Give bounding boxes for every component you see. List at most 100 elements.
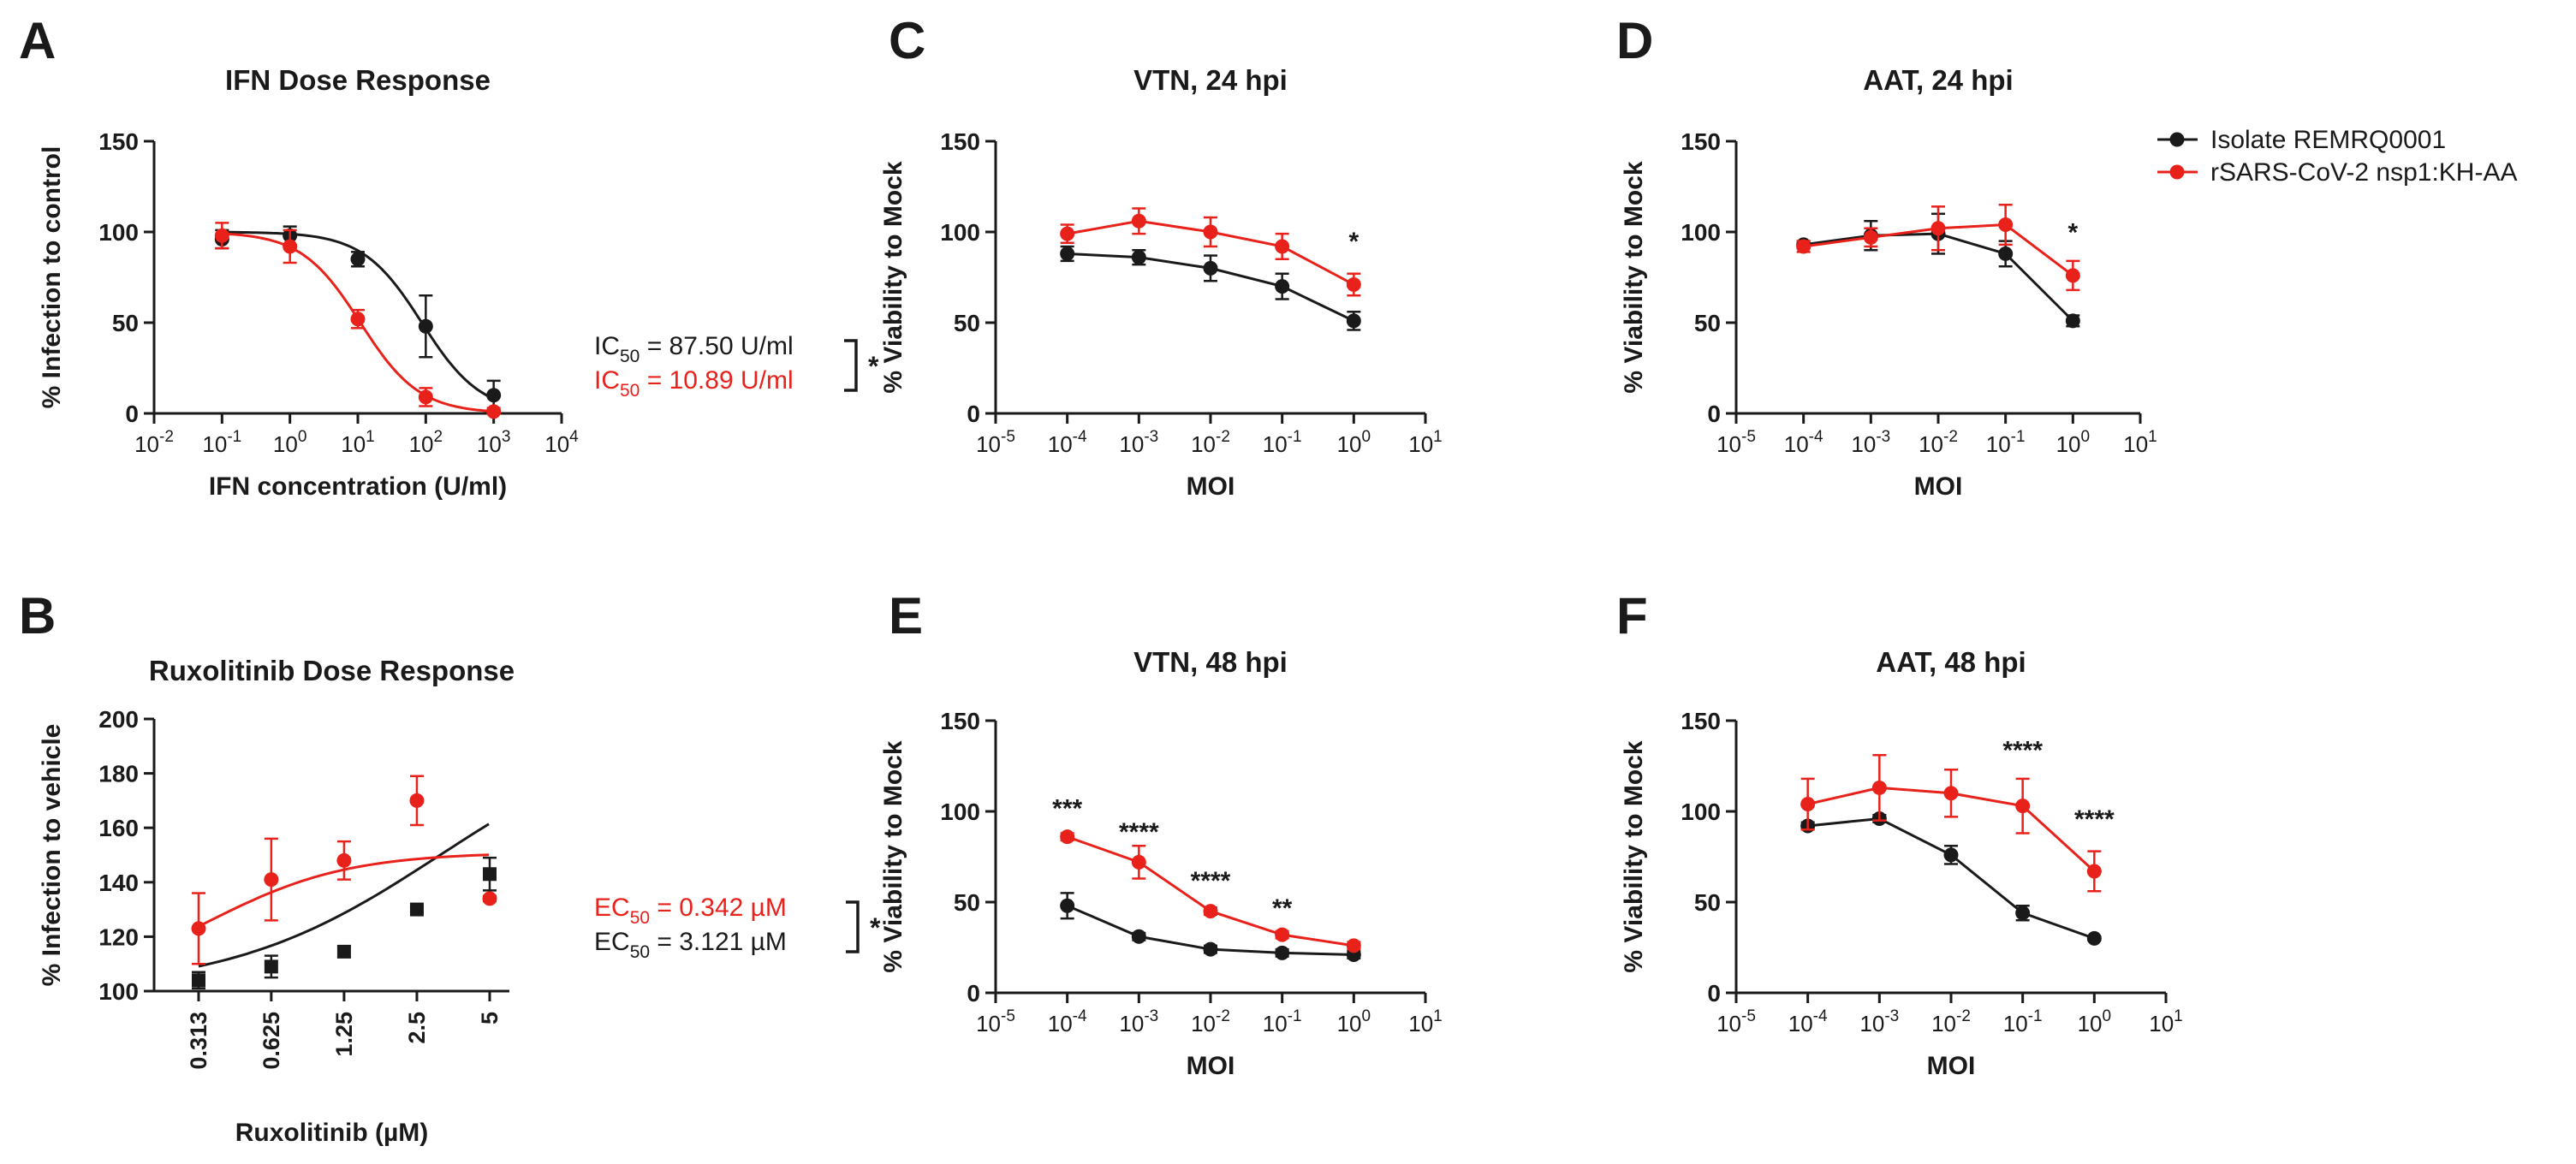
tick-exponent: 0 xyxy=(2081,428,2091,446)
tick-exponent: 0 xyxy=(1362,1007,1371,1025)
x-tick-label: 10-1 xyxy=(202,428,241,457)
y-tick-label: 50 xyxy=(1694,889,1721,916)
significance-mark: * xyxy=(870,912,881,943)
tick-base: 10 xyxy=(1408,1011,1433,1036)
tick-base: 10 xyxy=(976,431,1001,457)
x-tick-label: 2.5 xyxy=(404,1012,430,1044)
x-tick-label: 101 xyxy=(341,428,375,457)
significance-mark: * xyxy=(2067,219,2078,247)
x-tick-label: 104 xyxy=(544,428,579,457)
x-tick-label: 102 xyxy=(409,428,443,457)
tick-exponent: 1 xyxy=(1433,428,1443,446)
y-axis-label: % Infection to control xyxy=(38,146,66,409)
series-red xyxy=(1060,829,1361,953)
significance-mark: **** xyxy=(1119,818,1159,846)
data-point xyxy=(191,921,206,936)
data-point xyxy=(2065,268,2080,283)
y-tick-label: 50 xyxy=(954,889,980,916)
x-tick-label: 10-2 xyxy=(1919,428,1958,457)
annotation-prefix: IC xyxy=(594,332,620,360)
tick-base: 10 xyxy=(2056,431,2081,457)
x-axis-label: MOI xyxy=(1927,1052,1976,1080)
data-point xyxy=(486,404,502,419)
x-tick-label: 100 xyxy=(273,428,307,457)
x-tick-label: 10-4 xyxy=(1048,1007,1087,1036)
annotation-subscript: 50 xyxy=(630,908,650,928)
chart-title: VTN, 24 hpi xyxy=(1133,64,1288,96)
x-tick-label: 10-1 xyxy=(1986,428,2026,457)
data-point xyxy=(1943,847,1959,863)
x-tick-label: 10-5 xyxy=(976,428,1015,457)
y-tick-label: 50 xyxy=(954,310,980,336)
data-point xyxy=(1131,929,1146,944)
tick-base: 10 xyxy=(202,431,227,457)
data-point xyxy=(1131,854,1146,870)
panel-letter: A xyxy=(19,12,56,69)
tick-base: 10 xyxy=(544,431,569,457)
legend-entry: Isolate REMRQ0001 xyxy=(2157,126,2446,154)
x-tick-label: 100 xyxy=(2056,428,2091,457)
data-point xyxy=(482,891,497,906)
y-tick-label: 150 xyxy=(940,128,980,155)
chart-title: Ruxolitinib Dose Response xyxy=(149,655,515,686)
panel-letter: C xyxy=(889,12,925,69)
tick-exponent: 0 xyxy=(1362,428,1371,446)
tick-base: 10 xyxy=(2149,1011,2174,1036)
chart-title: AAT, 24 hpi xyxy=(1863,64,2013,96)
y-tick-label: 100 xyxy=(1681,219,1721,246)
tick-exponent: -2 xyxy=(1956,1007,1971,1025)
panel-letter: B xyxy=(19,587,56,644)
tick-base: 10 xyxy=(1263,431,1288,457)
data-point xyxy=(1060,829,1075,845)
data-point xyxy=(350,252,366,267)
data-point xyxy=(1060,226,1075,241)
data-point xyxy=(1131,213,1146,229)
y-tick-label: 100 xyxy=(940,219,980,246)
tick-base: 10 xyxy=(134,431,159,457)
tick-base: 10 xyxy=(1119,1011,1144,1036)
series-black xyxy=(1800,811,2102,946)
tick-base: 10 xyxy=(1337,431,1362,457)
tick-exponent: 2 xyxy=(434,428,443,446)
tick-exponent: 1 xyxy=(2174,1007,2183,1025)
data-point xyxy=(1203,224,1218,240)
tick-base: 10 xyxy=(1859,1011,1884,1036)
fit-annotation-line: EC50 = 0.342 µM xyxy=(594,894,787,928)
legend: Isolate REMRQ0001 rSARS-CoV-2 nsp1:KH-AA xyxy=(2157,126,2517,187)
tick-exponent: -4 xyxy=(1073,428,1087,446)
x-tick-label: 101 xyxy=(1408,428,1443,457)
tick-base: 10 xyxy=(1788,1011,1813,1036)
y-tick-label: 100 xyxy=(940,799,980,825)
y-tick-label: 200 xyxy=(98,706,139,733)
data-point xyxy=(283,239,298,254)
x-tick-label: 10-4 xyxy=(1784,428,1823,457)
data-point xyxy=(1871,780,1887,795)
significance-mark: **** xyxy=(2074,805,2115,834)
y-tick-label: 0 xyxy=(125,401,139,427)
x-tick-label: 100 xyxy=(1337,1007,1371,1036)
y-tick-label: 150 xyxy=(1681,128,1721,155)
tick-base: 10 xyxy=(477,431,502,457)
y-axis-label: % Infection to vehicle xyxy=(38,724,66,987)
y-axis-label: % Viability to Mock xyxy=(1620,161,1648,393)
x-tick-label: 100 xyxy=(1337,428,1371,457)
tick-base: 10 xyxy=(273,431,298,457)
data-point xyxy=(418,318,433,334)
series-black xyxy=(1060,245,1361,331)
y-tick-label: 0 xyxy=(1707,401,1721,427)
legend-label: Isolate REMRQ0001 xyxy=(2210,126,2446,154)
x-tick-label: 101 xyxy=(2149,1007,2183,1036)
x-tick-label: 10-2 xyxy=(1931,1007,1971,1036)
tick-exponent: -4 xyxy=(1809,428,1823,446)
tick-exponent: 0 xyxy=(298,428,307,446)
data-point xyxy=(1998,217,2014,233)
x-tick-label: 10-2 xyxy=(134,428,174,457)
significance-mark: **** xyxy=(2002,737,2043,765)
annotation-value: = 87.50 U/ml xyxy=(640,332,793,360)
data-point xyxy=(1998,246,2014,261)
tick-exponent: -4 xyxy=(1813,1007,1828,1025)
tick-exponent: 1 xyxy=(1433,1007,1443,1025)
data-point xyxy=(264,959,278,974)
